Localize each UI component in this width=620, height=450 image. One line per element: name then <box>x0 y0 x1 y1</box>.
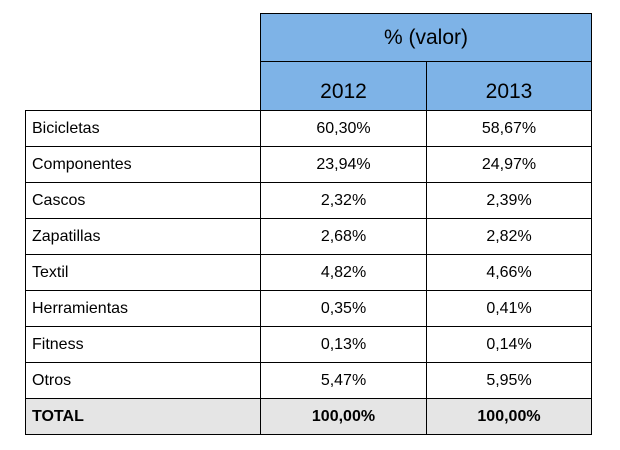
row-label: Otros <box>25 362 261 399</box>
table-row: Otros 5,47% 5,95% <box>25 362 592 399</box>
table-row: Bicicletas 60,30% 58,67% <box>25 110 592 147</box>
row-label: Cascos <box>25 182 261 219</box>
value-2012: 0,35% <box>260 290 427 327</box>
total-row: TOTAL 100,00% 100,00% <box>25 398 592 435</box>
value-2012: 2,32% <box>260 182 427 219</box>
value-2012: 5,47% <box>260 362 427 399</box>
row-label: Componentes <box>25 146 261 183</box>
row-label: Bicicletas <box>25 110 261 147</box>
table-row: Componentes 23,94% 24,97% <box>25 146 592 183</box>
row-label: Zapatillas <box>25 218 261 255</box>
year-header-2013-text: 2013 <box>485 80 533 103</box>
value-2013: 2,82% <box>426 218 592 255</box>
value-2013: 0,14% <box>426 326 592 363</box>
year-header-2012-text: 2012 <box>320 80 367 103</box>
blank-corner-cell <box>26 14 261 111</box>
value-percent-header: % (valor) <box>260 13 592 62</box>
table-row: Textil 4,82% 4,66% <box>25 254 592 291</box>
year-header-2013: 2013 <box>426 61 592 111</box>
total-value-2013: 100,00% <box>426 398 592 435</box>
value-2013: 5,95% <box>426 362 592 399</box>
header-row-top: % (valor) <box>26 13 592 62</box>
year-header-2012: 2012 <box>260 61 427 111</box>
table-row: Fitness 0,13% 0,14% <box>25 326 592 363</box>
value-2013: 2,39% <box>426 182 592 219</box>
table-row: Zapatillas 2,68% 2,82% <box>25 218 592 255</box>
value-2012: 60,30% <box>260 110 427 147</box>
value-2012: 4,82% <box>260 254 427 291</box>
value-2012: 23,94% <box>260 146 427 183</box>
row-label: Fitness <box>25 326 261 363</box>
table-row: Cascos 2,32% 2,39% <box>25 182 592 219</box>
value-2012: 2,68% <box>260 218 427 255</box>
value-2013: 24,97% <box>426 146 592 183</box>
table-row: Herramientas 0,35% 0,41% <box>25 290 592 327</box>
header-row-years: 2012 2013 <box>26 61 592 111</box>
total-label: TOTAL <box>25 398 261 435</box>
value-2013: 4,66% <box>426 254 592 291</box>
row-label: Textil <box>25 254 261 291</box>
row-label: Herramientas <box>25 290 261 327</box>
total-value-2012: 100,00% <box>260 398 427 435</box>
value-2013: 58,67% <box>426 110 592 147</box>
value-2013: 0,41% <box>426 290 592 327</box>
market-share-table: % (valor) 2012 2013 Bicicletas 60,30% 58… <box>25 13 592 435</box>
value-2012: 0,13% <box>260 326 427 363</box>
